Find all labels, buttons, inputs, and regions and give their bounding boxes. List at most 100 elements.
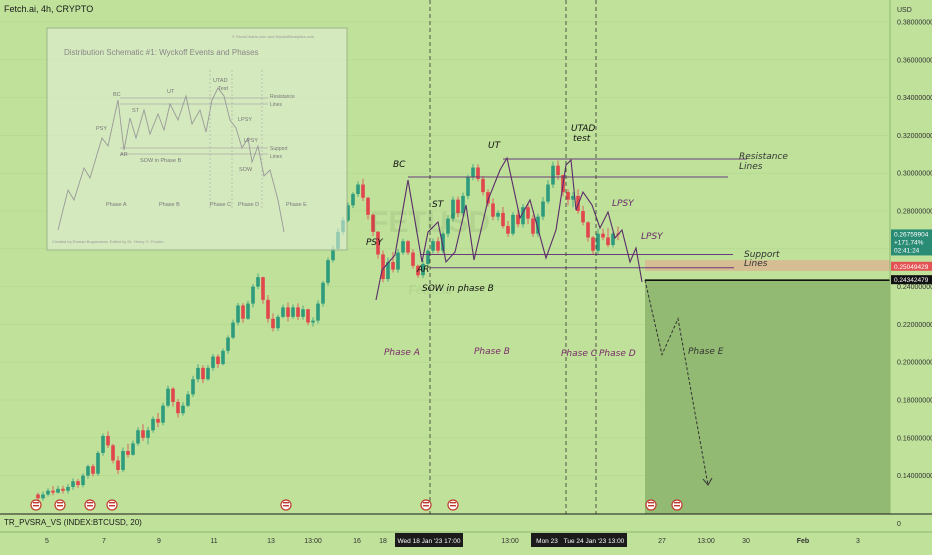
- candle[interactable]: [201, 365, 205, 384]
- candle[interactable]: [266, 295, 270, 323]
- candle[interactable]: [281, 304, 285, 318]
- candle[interactable]: [436, 237, 440, 254]
- candle[interactable]: [541, 197, 545, 221]
- candle[interactable]: [346, 202, 350, 223]
- candle[interactable]: [536, 213, 540, 237]
- candle[interactable]: [321, 280, 325, 307]
- candle[interactable]: [476, 164, 480, 182]
- candle[interactable]: [601, 228, 605, 241]
- candle[interactable]: [316, 300, 320, 324]
- candle[interactable]: [511, 211, 515, 236]
- candle[interactable]: [86, 464, 90, 479]
- candle[interactable]: [241, 303, 245, 323]
- candle[interactable]: [96, 451, 100, 476]
- candle[interactable]: [41, 491, 45, 501]
- price-axis-panel[interactable]: [890, 0, 932, 514]
- candle[interactable]: [326, 257, 330, 286]
- candle[interactable]: [611, 232, 615, 248]
- candle[interactable]: [521, 203, 525, 228]
- candle[interactable]: [571, 192, 575, 208]
- candle[interactable]: [171, 387, 175, 407]
- candle[interactable]: [236, 302, 240, 326]
- candle[interactable]: [596, 228, 600, 254]
- candle[interactable]: [161, 402, 165, 426]
- candle[interactable]: [526, 202, 530, 225]
- candle[interactable]: [361, 178, 365, 201]
- event-flag-icon[interactable]: [420, 499, 432, 511]
- candle[interactable]: [466, 174, 470, 200]
- candle[interactable]: [66, 484, 70, 494]
- candle[interactable]: [51, 485, 55, 496]
- event-flag-icon[interactable]: [54, 499, 66, 511]
- candle[interactable]: [111, 443, 115, 464]
- candle[interactable]: [296, 303, 300, 320]
- candle[interactable]: [46, 488, 50, 497]
- candle[interactable]: [81, 473, 85, 488]
- candle[interactable]: [406, 239, 410, 256]
- candle[interactable]: [101, 433, 105, 456]
- candle[interactable]: [301, 305, 305, 320]
- candle[interactable]: [76, 479, 80, 488]
- candle[interactable]: [196, 364, 200, 383]
- candle[interactable]: [131, 440, 135, 456]
- candle[interactable]: [291, 304, 295, 319]
- candle[interactable]: [486, 189, 490, 207]
- event-flag-icon[interactable]: [84, 499, 96, 511]
- candle[interactable]: [311, 317, 315, 327]
- event-flag-icon[interactable]: [106, 499, 118, 511]
- candle[interactable]: [391, 252, 395, 273]
- candle[interactable]: [286, 302, 290, 322]
- candle[interactable]: [186, 391, 190, 408]
- candle[interactable]: [356, 181, 360, 197]
- candle[interactable]: [166, 385, 170, 408]
- candle[interactable]: [431, 238, 435, 254]
- candle[interactable]: [491, 198, 495, 221]
- candle[interactable]: [501, 207, 505, 229]
- candle[interactable]: [276, 314, 280, 331]
- candle[interactable]: [146, 426, 150, 445]
- candle[interactable]: [271, 313, 275, 332]
- candle[interactable]: [401, 238, 405, 255]
- candle[interactable]: [421, 260, 425, 279]
- candle[interactable]: [176, 398, 180, 418]
- candles[interactable]: [36, 160, 620, 504]
- candle[interactable]: [121, 447, 125, 473]
- candle[interactable]: [106, 431, 110, 449]
- candle[interactable]: [306, 308, 310, 326]
- candle[interactable]: [551, 161, 555, 188]
- candle[interactable]: [516, 208, 520, 228]
- candle[interactable]: [226, 335, 230, 354]
- candle[interactable]: [231, 319, 235, 339]
- candle[interactable]: [136, 427, 140, 446]
- candle[interactable]: [211, 353, 215, 371]
- candle[interactable]: [91, 463, 95, 477]
- event-flag-icon[interactable]: [645, 499, 657, 511]
- candle[interactable]: [411, 249, 415, 269]
- candle[interactable]: [71, 478, 75, 490]
- candle[interactable]: [61, 485, 65, 494]
- candle[interactable]: [396, 249, 400, 273]
- candle[interactable]: [126, 443, 130, 458]
- candle[interactable]: [586, 221, 590, 242]
- candle[interactable]: [206, 365, 210, 381]
- candle[interactable]: [246, 300, 250, 321]
- candle[interactable]: [606, 227, 610, 248]
- candle[interactable]: [426, 248, 430, 267]
- candle[interactable]: [251, 284, 255, 308]
- candle[interactable]: [216, 354, 220, 369]
- candle[interactable]: [256, 273, 260, 290]
- candle[interactable]: [351, 192, 355, 209]
- candle[interactable]: [591, 235, 595, 255]
- event-flag-icon[interactable]: [671, 499, 683, 511]
- candle[interactable]: [141, 424, 145, 441]
- candle[interactable]: [261, 276, 265, 304]
- candle[interactable]: [416, 264, 420, 278]
- candle[interactable]: [531, 214, 535, 237]
- candle[interactable]: [376, 231, 380, 259]
- candle[interactable]: [471, 163, 475, 181]
- candle[interactable]: [496, 210, 500, 221]
- candle[interactable]: [461, 192, 465, 215]
- candle[interactable]: [56, 485, 60, 494]
